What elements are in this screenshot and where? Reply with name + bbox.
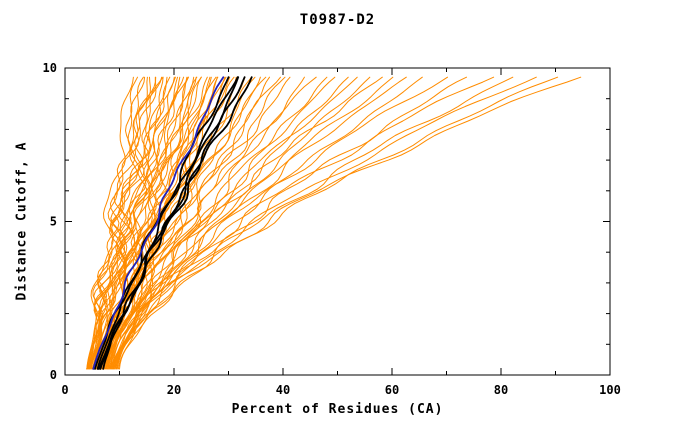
other-predictions-curve <box>110 76 383 370</box>
other-predictions-curve <box>115 76 423 370</box>
highlighted-predictions-curve <box>96 76 239 370</box>
x-tick-label: 40 <box>276 383 290 397</box>
other-predictions-curve <box>112 76 448 370</box>
other-predictions-curve <box>93 76 198 370</box>
other-predictions-curve <box>114 76 537 370</box>
x-axis-label: Percent of Residues (CA) <box>231 402 444 417</box>
chart-title: T0987-D2 <box>299 12 376 28</box>
other-predictions-curve <box>95 76 189 370</box>
other-predictions-curve <box>108 76 270 370</box>
other-predictions-curve <box>113 76 495 370</box>
highlighted-predictions-curve <box>99 76 246 370</box>
other-predictions-curve <box>92 76 171 370</box>
y-tick-label: 0 <box>50 368 57 382</box>
highlighted-predictions-curve <box>97 76 240 370</box>
x-tick-label: 20 <box>167 383 181 397</box>
other-predictions-curve <box>109 76 358 370</box>
other-predictions-curve <box>116 76 582 370</box>
other-predictions-curve <box>116 76 467 370</box>
other-predictions-curve <box>91 76 189 370</box>
highlighted-predictions-curve <box>102 76 253 370</box>
other-predictions-curve <box>119 76 559 370</box>
other-predictions-curve <box>104 76 281 370</box>
other-predictions-curve <box>111 76 328 370</box>
y-tick-label: 5 <box>50 215 57 229</box>
other-predictions-curve <box>92 76 195 370</box>
other-predictions-curve <box>90 76 178 370</box>
x-tick-label: 80 <box>494 383 508 397</box>
other-predictions-curve <box>89 76 175 370</box>
selected-prediction-curve <box>92 76 225 370</box>
other-predictions-curve <box>111 76 407 370</box>
other-predictions-curve <box>113 76 371 370</box>
x-tick-label: 60 <box>385 383 399 397</box>
x-tick-label: 0 <box>61 383 68 397</box>
other-predictions-curve <box>108 76 336 370</box>
other-predictions-curve <box>87 76 138 370</box>
y-tick-label: 10 <box>43 61 57 75</box>
x-tick-label: 100 <box>599 383 621 397</box>
